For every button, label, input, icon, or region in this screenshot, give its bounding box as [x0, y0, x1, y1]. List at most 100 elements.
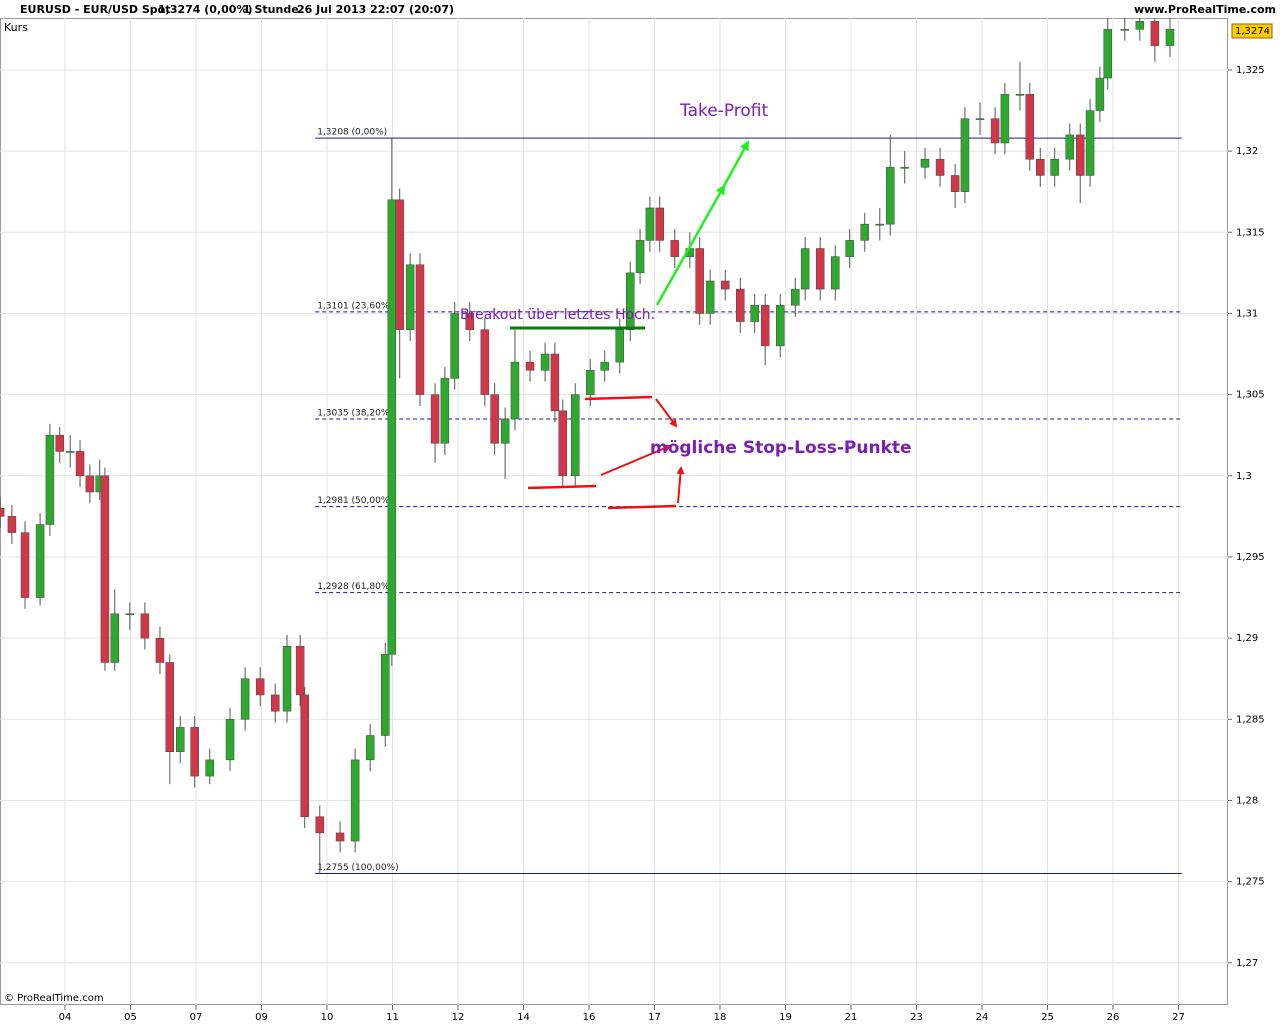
x-tick-label: 24 — [976, 1012, 989, 1023]
candle-body — [110, 613, 120, 663]
candle-body — [720, 280, 730, 290]
candle-body — [950, 175, 960, 192]
candle-body — [645, 207, 655, 241]
candle-body — [395, 199, 404, 330]
take-profit-label: Take-Profit — [679, 101, 768, 121]
candle-body — [405, 264, 415, 330]
candle-body — [1135, 20, 1145, 30]
candle-body — [1120, 29, 1130, 31]
candle-body — [282, 645, 292, 712]
candle-body — [655, 207, 664, 241]
plot-area — [0, 18, 1228, 1005]
candle-body — [240, 678, 250, 720]
candle-body — [800, 248, 810, 290]
candle-body — [381, 654, 390, 736]
candle-body — [1015, 94, 1025, 96]
candle-body — [975, 118, 985, 120]
header-symbol: EURUSD - EUR/USD Spot — [20, 3, 171, 16]
fib-label: 1,2928 (61,80%) — [317, 582, 393, 592]
stop-arrow — [600, 444, 672, 476]
candle-body — [1050, 158, 1059, 176]
candle-body — [760, 305, 770, 347]
y-tick-label: 1,275 — [1236, 877, 1265, 888]
candle-body — [1165, 29, 1175, 46]
candle-body — [525, 361, 535, 371]
candle-body — [775, 305, 785, 347]
header-interval: 1 Stunde — [243, 3, 299, 16]
stop-line — [607, 504, 677, 510]
candle-body — [20, 532, 30, 598]
candle-body — [500, 418, 510, 444]
green-arrow — [722, 140, 750, 187]
candle-body — [886, 167, 895, 225]
candle-body — [860, 223, 869, 241]
candle-body — [55, 434, 64, 452]
y-tick-label: 1,325 — [1236, 65, 1265, 76]
website: www.ProRealTime.com — [1134, 3, 1276, 16]
candle-body — [0, 508, 5, 517]
y-tick-label: 1,29 — [1236, 633, 1258, 644]
x-tick-label: 27 — [1172, 1012, 1185, 1023]
x-tick-label: 17 — [648, 1012, 661, 1023]
x-tick-label: 23 — [910, 1012, 923, 1023]
candle-body — [845, 240, 854, 257]
candle-body — [920, 158, 930, 168]
candle-body — [7, 516, 17, 533]
last-price-box — [1231, 23, 1273, 39]
candle-body — [510, 361, 520, 420]
candle-body — [791, 288, 800, 306]
candle-body — [255, 678, 265, 696]
candle-body — [140, 613, 150, 639]
candle-body — [45, 434, 55, 525]
candle-body — [570, 394, 580, 477]
copyright: © ProRealTime.com — [4, 993, 104, 1004]
candle-body — [35, 524, 45, 598]
candle-body — [1150, 20, 1160, 46]
candle-body — [205, 759, 214, 777]
candle-body — [1085, 110, 1095, 176]
candle-body — [85, 475, 95, 493]
candle-body — [750, 305, 759, 322]
candle-body — [600, 361, 609, 371]
candle-body — [125, 613, 135, 616]
candle-body — [540, 353, 550, 371]
x-tick-label: 21 — [845, 1012, 858, 1023]
candle-body — [1075, 134, 1085, 176]
candle-body — [615, 329, 625, 363]
candle-body — [635, 240, 645, 274]
candle-body — [295, 645, 305, 696]
candle-body — [270, 694, 280, 712]
candle-body — [831, 256, 840, 290]
x-tick-label: 12 — [452, 1012, 465, 1023]
candle-body — [65, 451, 75, 453]
axes: 1,27 1,275 1,28 1,285 1,29 1,295 1,3 1,305 1,31 1… — [59, 23, 1273, 1023]
y-tick-label: 1,27 — [1236, 958, 1258, 969]
candle-body — [300, 694, 309, 817]
stop-line — [527, 484, 597, 490]
stop-line — [584, 395, 653, 401]
y-tick-label: 1,3 — [1236, 471, 1252, 482]
header-datetime: 26 Jul 2013 22:07 (20:07) — [297, 3, 454, 16]
candle-body — [430, 394, 440, 444]
x-tick-label: 09 — [255, 1012, 268, 1023]
x-tick-label: 26 — [1107, 1012, 1120, 1023]
candle-body — [450, 313, 459, 379]
grid — [0, 18, 1228, 1005]
candle-body — [586, 370, 595, 395]
y-tick-label: 1,31 — [1236, 308, 1258, 319]
x-tick-label: 07 — [190, 1012, 203, 1023]
stop-arrow — [655, 398, 678, 428]
candle-body — [165, 662, 175, 753]
candle-body — [625, 272, 635, 330]
y-tick-label: 1,315 — [1236, 227, 1265, 238]
candle-body — [190, 727, 199, 777]
panel-label: Kurs — [4, 21, 28, 34]
candle-body — [900, 167, 909, 169]
x-tick-label: 18 — [714, 1012, 727, 1023]
candle-body — [670, 240, 680, 257]
y-tick-label: 1,32 — [1236, 146, 1258, 157]
last-price-label: 1,3274 — [1235, 26, 1270, 37]
candle-body — [415, 264, 425, 395]
